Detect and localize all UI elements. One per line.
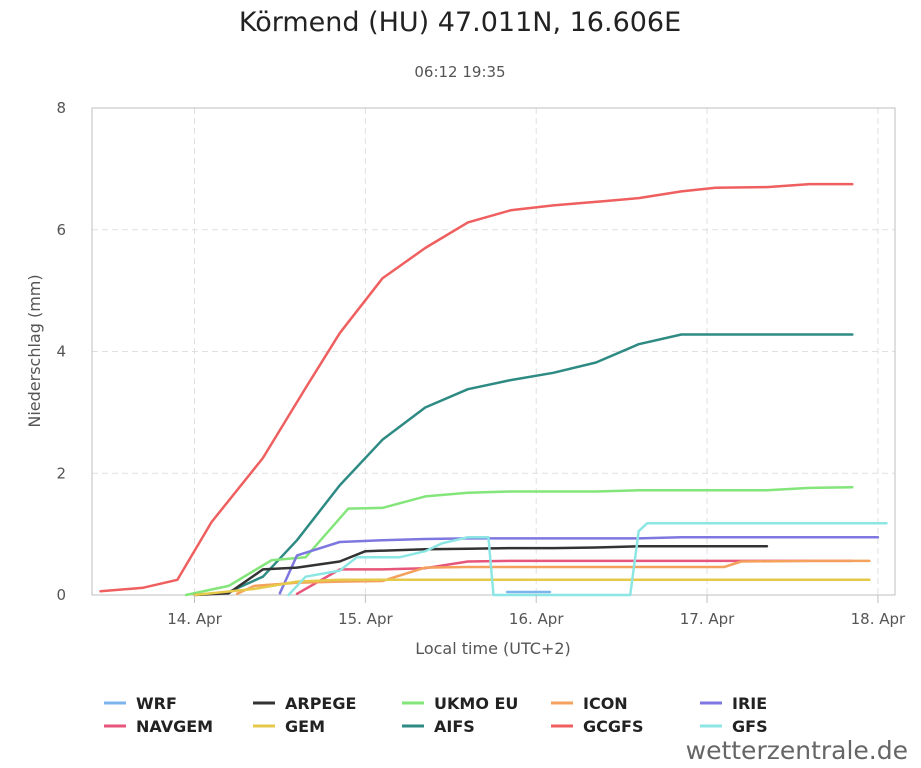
series-group — [99, 182, 888, 597]
legend-label: GEM — [285, 717, 325, 736]
legend-item-arpege[interactable]: ARPEGE — [253, 694, 356, 713]
legend-item-gfs[interactable]: GFS — [700, 717, 768, 736]
legend-label: ICON — [583, 694, 628, 713]
legend-item-icon[interactable]: ICON — [551, 694, 628, 713]
legend-item-gem[interactable]: GEM — [253, 717, 325, 736]
legend-item-wrf[interactable]: WRF — [104, 694, 177, 713]
series-line-irie[interactable] — [278, 535, 880, 595]
legend-label: IRIE — [732, 694, 767, 713]
series-line-gcgfs[interactable] — [99, 182, 854, 593]
legend-label: ARPEGE — [285, 694, 356, 713]
series-line-gfs[interactable] — [287, 521, 888, 597]
y-tick-label: 6 — [56, 221, 66, 239]
x-tick-label: 16. Apr — [509, 610, 564, 628]
y-tick-label: 4 — [56, 343, 66, 361]
legend-item-gcgfs[interactable]: GCGFS — [551, 717, 643, 736]
legend-item-irie[interactable]: IRIE — [700, 694, 767, 713]
y-tick-label: 8 — [56, 99, 66, 117]
legend-label: AIFS — [434, 717, 475, 736]
x-tick-label: 18. Apr — [851, 610, 906, 628]
legend-item-ukmo-eu[interactable]: UKMO EU — [402, 694, 518, 713]
y-axis-ticks: 0 2 4 6 8 — [56, 99, 66, 604]
series-line-ukmo-eu[interactable] — [184, 486, 854, 597]
series-line-gem[interactable] — [193, 578, 871, 597]
credit-watermark[interactable]: wetterzentrale.de — [686, 736, 908, 765]
x-axis-title: Local time (UTC+2) — [415, 639, 571, 658]
legend-label: GFS — [732, 717, 768, 736]
chart-subtitle: 06:12 19:35 — [414, 63, 505, 81]
y-tick-label: 2 — [56, 464, 66, 482]
y-axis-title: Niederschlag (mm) — [25, 274, 44, 427]
series-line-navgem[interactable] — [295, 559, 854, 596]
legend-item-aifs[interactable]: AIFS — [402, 717, 475, 736]
x-tick-label: 15. Apr — [338, 610, 393, 628]
series-line-icon[interactable] — [235, 559, 871, 596]
legend-item-navgem[interactable]: NAVGEM — [104, 717, 213, 736]
legend-label: WRF — [136, 694, 177, 713]
legend-label: GCGFS — [583, 717, 643, 736]
x-axis-ticks: 14. Apr 15. Apr 16. Apr 17. Apr 18. Apr — [167, 595, 906, 628]
series-line-aifs[interactable] — [227, 333, 854, 594]
chart-title: Körmend (HU) 47.011N, 16.606E — [239, 7, 681, 38]
x-tick-label: 14. Apr — [167, 610, 222, 628]
legend-label: UKMO EU — [434, 694, 518, 713]
legend-label: NAVGEM — [136, 717, 213, 736]
x-tick-label: 17. Apr — [680, 610, 735, 628]
y-tick-label: 0 — [56, 586, 66, 604]
series-line-arpege[interactable] — [193, 545, 769, 597]
legend[interactable]: WRF ARPEGE UKMO EU ICON IRIE NAVGEM GEM AIFS GCG… — [104, 694, 768, 736]
